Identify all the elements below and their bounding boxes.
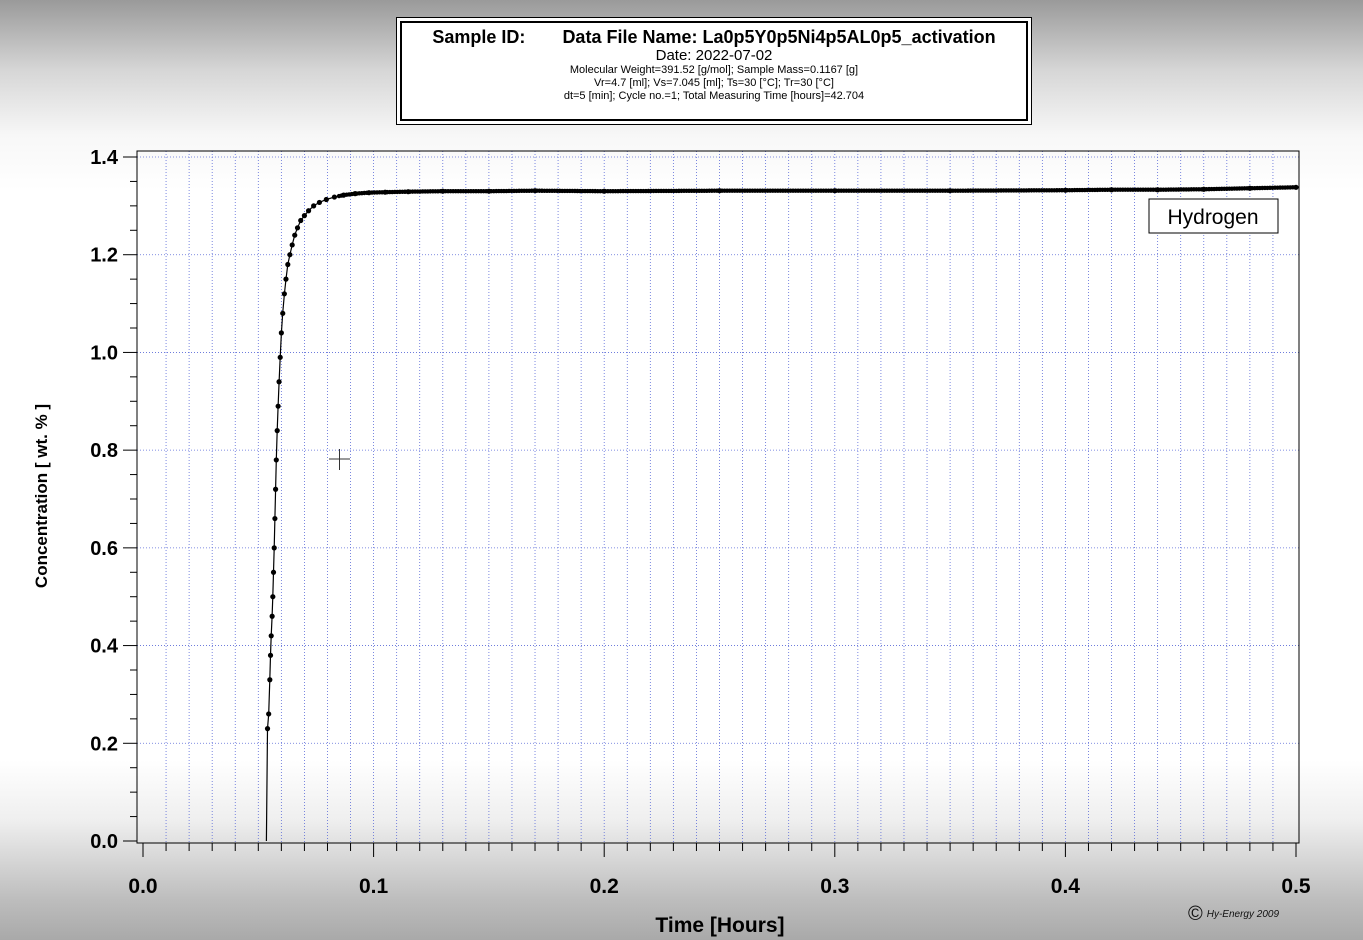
data-point: [316, 199, 323, 206]
data-point: [269, 613, 275, 619]
crosshair-cursor-icon: [329, 449, 350, 470]
y-tick-label: 1.0: [90, 342, 118, 364]
header-weight-line: Molecular Weight=391.52 [g/mol]; Sample …: [569, 64, 859, 76]
copyright-icon: ©: [1188, 903, 1203, 925]
data-point: [287, 252, 293, 258]
data-point: [270, 594, 276, 600]
data-point: [280, 310, 286, 316]
data-point: [294, 225, 301, 231]
data-point: [281, 291, 287, 297]
x-axis-title: Time [Hours]: [655, 914, 784, 937]
y-tick-label: 1.2: [90, 245, 118, 267]
data-point: [267, 677, 273, 683]
x-tick-label: 0.1: [359, 875, 389, 898]
data-point: [271, 545, 277, 551]
data-point: [289, 242, 295, 248]
data-point: [273, 457, 279, 463]
header-date: Date: 2022-07-02: [655, 47, 773, 64]
y-tick-label: 1.4: [90, 147, 119, 169]
y-tick-label: 0.4: [90, 636, 119, 658]
data-point: [274, 428, 280, 434]
header-cycle-line: dt=5 [min]; Cycle no.=1; Total Measuring…: [563, 90, 865, 102]
grid: [137, 151, 1299, 843]
y-tick-label: 0.0: [90, 831, 118, 853]
data-point: [298, 217, 304, 224]
data-point: [331, 194, 337, 200]
x-tick-label: 0.5: [1281, 875, 1311, 898]
info-header-inner: Sample ID: Data File Name: La0p5Y0p5Ni4p…: [400, 21, 1028, 121]
data-point: [267, 652, 274, 658]
series-hydrogen: [264, 184, 1299, 842]
data-point: [275, 403, 281, 409]
data-point: [323, 196, 329, 203]
y-axis-title: Concentration [ wt. % ]: [32, 404, 51, 588]
data-point: [264, 726, 271, 732]
y-tick-label: 0.6: [90, 538, 118, 560]
info-header-box: Sample ID: Data File Name: La0p5Y0p5Ni4p…: [396, 17, 1032, 125]
sample-id-label: Sample ID:: [432, 27, 526, 47]
plot-frame: [136, 150, 1300, 844]
data-point: [301, 213, 308, 219]
data-point: [311, 203, 317, 209]
copyright-notice: © Hy-Energy 2009: [1188, 903, 1279, 926]
data-point: [266, 711, 272, 717]
data-point: [285, 261, 291, 268]
header-volumes-line: Vr=4.7 [ml]; Vs=7.045 [ml]; Ts=30 [°C]; …: [594, 77, 834, 89]
y-tick-label: 0.8: [90, 440, 118, 462]
x-tick-label: 0.2: [590, 875, 619, 898]
y-tick-label: 0.2: [90, 733, 118, 755]
data-point: [268, 633, 274, 639]
data-file-name: Data File Name: La0p5Y0p5Ni4p5AL0p5_acti…: [562, 27, 996, 47]
data-point: [272, 486, 279, 492]
file-title-line: Sample ID: Data File Name: La0p5Y0p5Ni4p…: [402, 26, 1026, 48]
legend-box: [1148, 198, 1279, 234]
data-point: [272, 515, 278, 522]
x-tick-label: 0.0: [128, 875, 157, 898]
data-point: [283, 276, 289, 282]
data-point: [278, 330, 284, 336]
legend-entry-hydrogen: Hydrogen: [1167, 206, 1258, 229]
legend: Hydrogen: [1148, 198, 1279, 234]
copyright-text: Hy-Energy 2009: [1206, 909, 1280, 920]
data-point: [277, 354, 283, 360]
data-point: [305, 208, 312, 214]
x-tick-label: 0.4: [1051, 875, 1081, 898]
x-tick-label: 0.3: [820, 875, 849, 898]
data-point: [276, 379, 282, 385]
data-point: [1293, 185, 1298, 190]
data-point: [270, 569, 277, 575]
series-line-hydrogen: [265, 186, 1297, 842]
axes: 0.0 0.1 0.2 0.3 0.4 0.5 0.0 0.2 0.4 0.6 0.8 1.0 1.2 1…: [90, 147, 1311, 898]
data-point: [292, 232, 298, 238]
